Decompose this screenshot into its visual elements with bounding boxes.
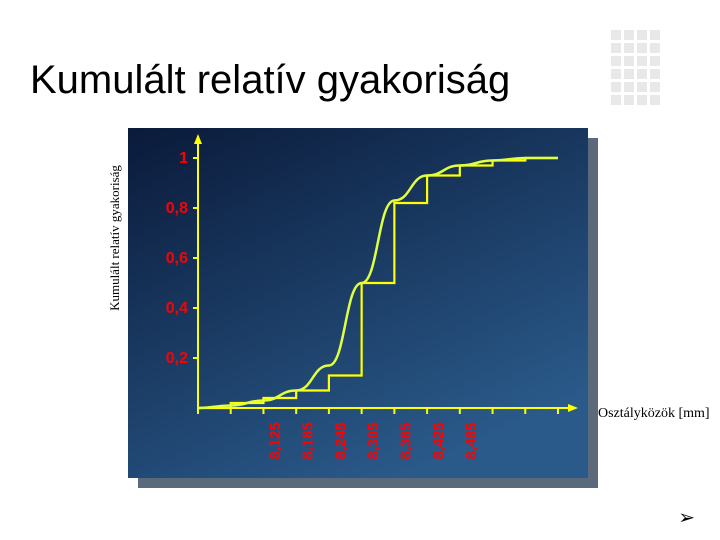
nav-arrow-icon: ➢ — [678, 505, 695, 530]
svg-text:8,425: 8,425 — [430, 422, 447, 460]
svg-text:8,245: 8,245 — [332, 422, 349, 460]
svg-text:0,6: 0,6 — [166, 250, 188, 267]
ogive-chart: 1 0,8 0,6 0,4 0,2 8,125 8,185 8,245 8,305 8,365 8,… — [128, 128, 588, 478]
svg-text:8,125: 8,125 — [267, 422, 284, 460]
svg-text:8,485: 8,485 — [463, 422, 480, 460]
svg-text:1: 1 — [179, 150, 188, 167]
y-axis-label: Kumulált relatív gyakoriság — [106, 128, 124, 348]
slide: Kumulált relatív gyakoriság 1 0,8 0,6 0,4 0,… — [0, 0, 720, 540]
y-axis-label-text: Kumulált relatív gyakoriság — [107, 165, 123, 311]
svg-text:0,2: 0,2 — [166, 350, 188, 367]
x-axis-label: Osztályközök [mm] — [598, 406, 718, 423]
svg-text:0,4: 0,4 — [166, 300, 188, 317]
decorative-grid — [611, 30, 660, 105]
page-title: Kumulált relatív gyakoriság — [30, 58, 510, 103]
svg-text:0,8: 0,8 — [166, 200, 188, 217]
svg-text:8,305: 8,305 — [365, 422, 382, 460]
chart-container: 1 0,8 0,6 0,4 0,2 8,125 8,185 8,245 8,305 8,365 8,… — [128, 128, 588, 478]
svg-text:8,185: 8,185 — [300, 422, 317, 460]
svg-text:8,365: 8,365 — [398, 422, 415, 460]
